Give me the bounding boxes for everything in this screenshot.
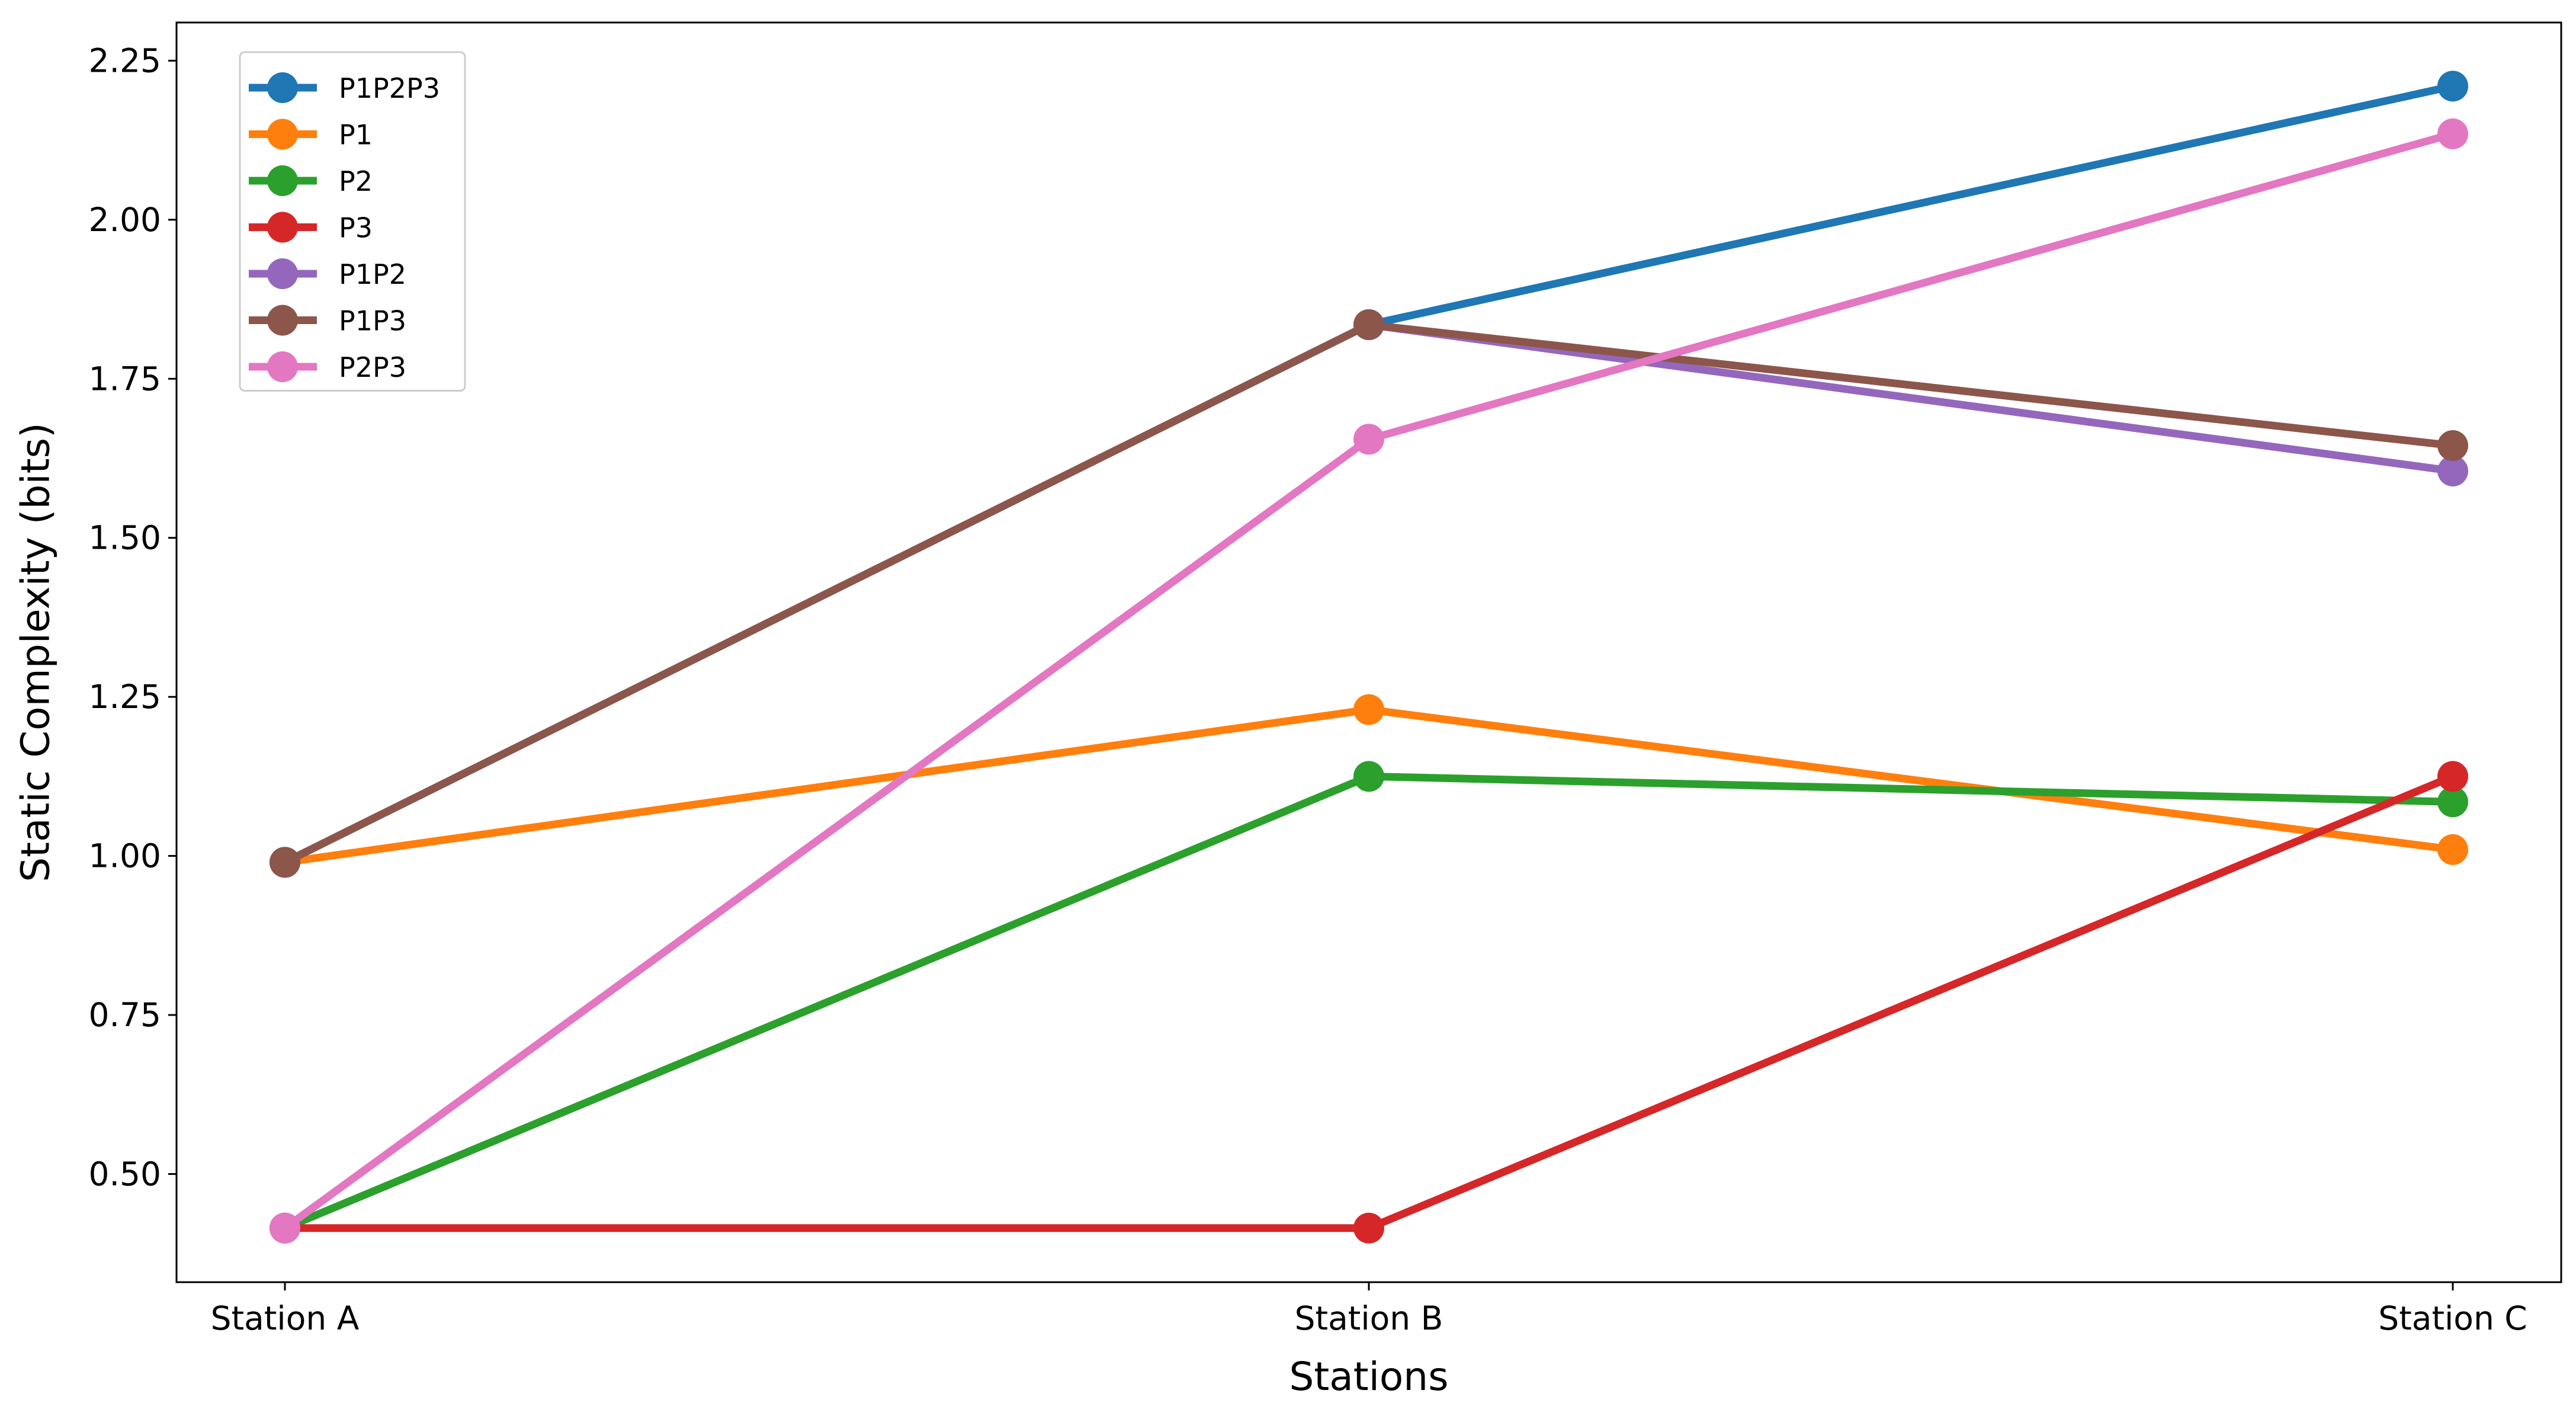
axis-ticks: 0.50 0.75 1.00 1.25 1.50 1.75 2.00 2.25 Station …: [89, 41, 2527, 1337]
data-point: [270, 1212, 300, 1244]
legend-item-p1p2: P1P2: [249, 258, 406, 290]
data-point: [2437, 834, 2468, 865]
y-tick-label: 2.00: [89, 201, 161, 239]
legend-item-p1: P1: [249, 118, 373, 151]
legend-item-p1p3: P1P3: [249, 305, 406, 337]
legend-label: P1P2: [339, 258, 406, 290]
series-layer: [270, 71, 2468, 1244]
data-point: [2437, 786, 2468, 818]
y-axis-title: Static Complexity (bits): [13, 422, 59, 882]
data-point: [2437, 761, 2468, 792]
data-point: [1353, 1212, 1384, 1244]
y-tick-label: 2.25: [89, 41, 161, 79]
legend-label: P1P2P3: [339, 72, 440, 104]
series-p1p3: [270, 309, 2468, 878]
data-point: [1353, 761, 1384, 792]
legend-marker: [267, 72, 298, 103]
data-point: [2437, 71, 2468, 102]
legend-marker: [267, 351, 298, 382]
data-point: [1353, 309, 1384, 341]
legend-marker: [267, 258, 298, 289]
legend-item-p2p3: P2P3: [249, 351, 406, 383]
legend-label: P3: [339, 212, 373, 244]
y-tick-label: 1.25: [89, 678, 161, 716]
legend-item-p2: P2: [249, 165, 373, 197]
legend-item-p3: P3: [249, 212, 373, 244]
legend-label: P1P3: [339, 305, 406, 337]
legend-label: P2: [339, 165, 373, 197]
y-tick-label: 1.50: [89, 519, 161, 557]
data-point: [2437, 118, 2468, 149]
y-tick-label: 1.75: [89, 360, 161, 398]
data-point: [2437, 455, 2468, 486]
data-point: [1353, 424, 1384, 455]
y-tick-label: 0.50: [89, 1155, 161, 1193]
legend-marker: [267, 305, 298, 336]
legend-label: P1: [339, 119, 373, 151]
x-axis-title: Stations: [1289, 1354, 1448, 1399]
y-tick-label: 0.75: [89, 996, 161, 1034]
legend-marker: [267, 165, 298, 196]
x-tick-label: Station A: [211, 1299, 360, 1337]
series-p2p3: [270, 118, 2468, 1244]
data-point: [1353, 694, 1384, 725]
legend-label: P2P3: [339, 351, 406, 383]
data-point: [2437, 430, 2468, 462]
x-tick-label: Station B: [1295, 1299, 1443, 1337]
y-tick-label: 1.00: [89, 837, 161, 875]
data-point: [270, 847, 300, 878]
legend-item-p1p2p3: P1P2P3: [249, 72, 440, 104]
legend-marker: [267, 118, 298, 150]
legend-marker: [267, 212, 298, 243]
x-tick-label: Station C: [2378, 1299, 2527, 1337]
